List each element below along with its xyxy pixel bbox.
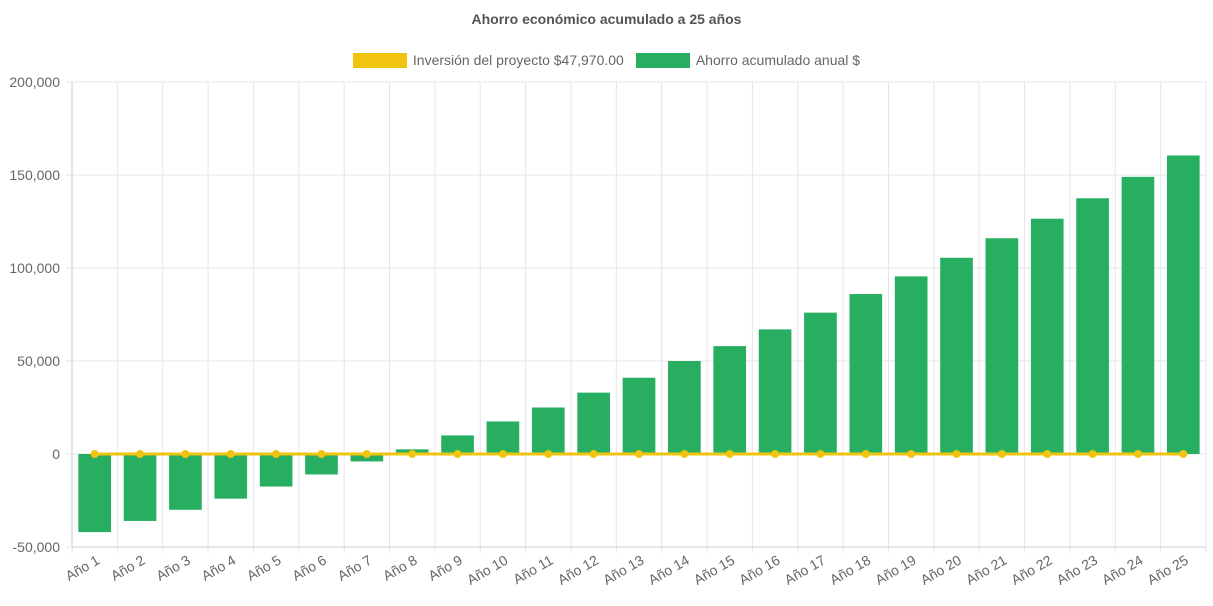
legend-swatch-investment [352, 52, 407, 68]
bar-Año 12 [577, 392, 610, 454]
x-tick-label: Año 17 [782, 552, 829, 588]
investment-point-Año 20 [952, 450, 961, 458]
bar-Año 3 [169, 454, 202, 510]
bar-Año 20 [940, 257, 973, 454]
bar-Año 1 [78, 454, 112, 533]
x-tick-label: Año 8 [380, 552, 420, 584]
x-tick-label: Año 10 [464, 552, 511, 588]
x-tick-label: Año 5 [244, 552, 284, 584]
x-tick-label: Año 1 [62, 552, 102, 584]
x-tick-label: Año 22 [1008, 552, 1055, 588]
bar-Año 10 [486, 421, 520, 454]
investment-point-Año 10 [498, 450, 507, 458]
bar-Año 22 [1030, 218, 1064, 454]
investment-point-Año 24 [1133, 450, 1142, 458]
x-tick-label: Año 4 [199, 552, 239, 584]
x-tick-label: Año 19 [872, 552, 919, 588]
y-tick-label: 200,000 [9, 74, 60, 90]
investment-point-Año 11 [544, 450, 553, 458]
chart-title: Ahorro económico acumulado a 25 años [471, 11, 742, 27]
x-tick-label: Año 6 [289, 552, 329, 584]
bar-Año 25 [1166, 155, 1200, 454]
legend-swatch-savings [635, 52, 690, 68]
chart-legend: Inversión del proyecto $47,970.00 Ahorro… [0, 52, 1213, 68]
investment-point-Año 2 [136, 450, 145, 458]
investment-point-Año 16 [771, 450, 780, 458]
x-tick-label: Año 2 [108, 552, 148, 584]
investment-point-Año 14 [680, 450, 689, 458]
investment-point-Año 4 [226, 450, 235, 458]
x-tick-label: Año 3 [153, 552, 193, 584]
investment-point-Año 8 [408, 450, 417, 458]
investment-point-Año 25 [1179, 450, 1188, 458]
investment-point-Año 23 [1088, 450, 1097, 458]
x-tick-label: Año 16 [736, 552, 783, 588]
x-tick-label: Año 9 [425, 552, 465, 584]
investment-point-Año 3 [181, 450, 190, 458]
y-tick-label: 150,000 [9, 167, 60, 183]
bar-Año 2 [123, 454, 157, 521]
x-tick-label: Año 25 [1144, 552, 1191, 588]
investment-point-Año 22 [1043, 450, 1052, 458]
bar-Año 14 [668, 361, 701, 454]
bar-Año 6 [305, 454, 338, 475]
bar-Año 16 [758, 329, 792, 454]
y-tick-label: -50,000 [13, 539, 61, 555]
bar-Año 4 [214, 454, 248, 499]
x-tick-label: Año 12 [555, 552, 602, 588]
bar-Año 15 [713, 346, 747, 454]
y-tick-label: 50,000 [17, 353, 60, 369]
investment-point-Año 17 [816, 450, 825, 458]
investment-point-Año 13 [635, 450, 643, 458]
x-tick-label: Año 20 [918, 552, 965, 588]
investment-point-Año 15 [725, 450, 734, 458]
legend-item-savings[interactable]: Ahorro acumulado anual $ [635, 52, 861, 68]
x-tick-label: Año 11 [510, 552, 556, 588]
investment-point-Año 9 [453, 450, 462, 458]
investment-point-Año 12 [589, 450, 598, 458]
x-tick-label: Año 13 [600, 552, 647, 588]
bar-Año 18 [849, 294, 883, 454]
y-tick-label: 100,000 [9, 260, 60, 276]
bar-Año 23 [1076, 198, 1109, 454]
investment-point-Año 1 [90, 450, 99, 458]
investment-point-Año 5 [272, 450, 281, 458]
legend-item-investment[interactable]: Inversión del proyecto $47,970.00 [352, 52, 624, 68]
x-tick-label: Año 21 [963, 552, 1010, 588]
x-tick-label: Año 24 [1099, 552, 1146, 588]
y-tick-label: 0 [52, 446, 60, 462]
x-tick-label: Año 23 [1054, 552, 1101, 588]
investment-point-Año 21 [997, 450, 1006, 458]
investment-point-Año 18 [861, 450, 870, 458]
x-tick-label: Año 15 [691, 552, 738, 588]
investment-point-Año 6 [317, 450, 326, 458]
bar-Año 9 [441, 435, 474, 454]
bar-Año 11 [531, 407, 565, 454]
bar-Año 24 [1121, 176, 1155, 455]
legend-label-savings: Ahorro acumulado anual $ [695, 52, 861, 68]
investment-point-Año 19 [907, 450, 916, 458]
x-tick-label: Año 7 [335, 552, 375, 584]
x-tick-label: Año 18 [827, 552, 874, 588]
bar-Año 21 [985, 238, 1019, 454]
investment-point-Año 7 [362, 450, 371, 458]
bar-Año 13 [622, 377, 656, 454]
bar-Año 19 [894, 276, 928, 454]
bar-Año 5 [259, 454, 293, 487]
legend-label-investment: Inversión del proyecto $47,970.00 [412, 52, 624, 68]
x-tick-label: Año 14 [645, 552, 692, 588]
bar-Año 17 [804, 312, 837, 454]
